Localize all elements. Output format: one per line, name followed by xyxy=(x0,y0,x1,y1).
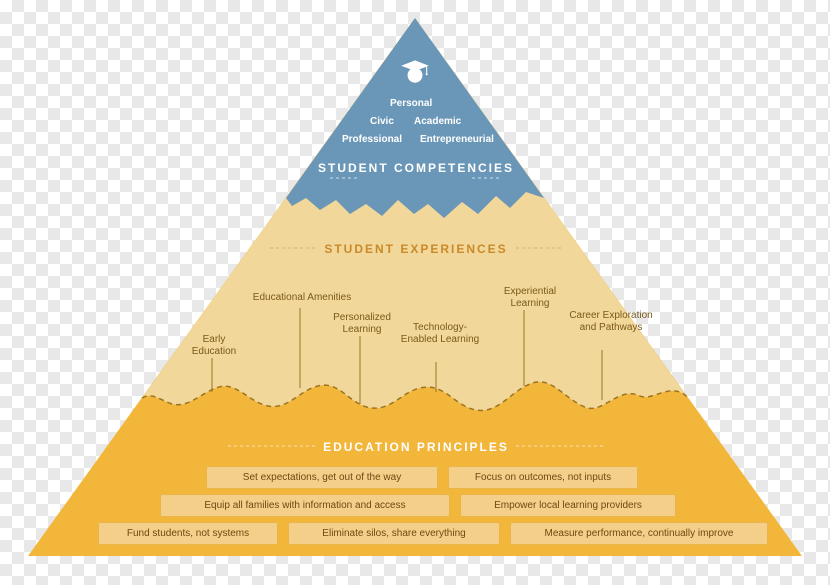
competency-personal: Personal xyxy=(390,98,432,109)
exp-educational-amenities: Educational Amenities xyxy=(252,292,352,304)
principle-text: Equip all families with information and … xyxy=(204,500,405,511)
exp-label-text: Experiential Learning xyxy=(504,286,556,309)
competency-professional: Professional xyxy=(342,134,402,145)
exp-technology-enabled: Technology-Enabled Learning xyxy=(400,322,480,346)
exp-early-education: Early Education xyxy=(184,334,244,358)
exp-label-text: Early Education xyxy=(192,334,236,357)
exp-career-exploration: Career Exploration and Pathways xyxy=(566,310,656,334)
competency-entrepreneurial: Entrepreneurial xyxy=(420,134,494,145)
principle-box: Focus on outcomes, not inputs xyxy=(448,466,638,489)
exp-label-text: Career Exploration and Pathways xyxy=(569,310,652,333)
principles-title: EDUCATION PRINCIPLES xyxy=(316,440,516,454)
pyramid-diagram: Personal Civic Academic Professional Ent… xyxy=(0,0,830,585)
principle-text: Measure performance, continually improve xyxy=(545,528,734,539)
graduation-cap-icon xyxy=(398,54,432,88)
principle-box: Fund students, not systems xyxy=(98,522,278,545)
competencies-title: STUDENT COMPETENCIES xyxy=(316,162,516,176)
exp-label-text: Technology-Enabled Learning xyxy=(401,322,479,345)
principle-text: Set expectations, get out of the way xyxy=(243,472,401,483)
experiences-title: STUDENT EXPERIENCES xyxy=(316,242,516,256)
principle-box: Measure performance, continually improve xyxy=(510,522,768,545)
competency-civic: Civic xyxy=(370,116,394,127)
principle-box: Empower local learning providers xyxy=(460,494,676,517)
principle-box: Eliminate silos, share everything xyxy=(288,522,500,545)
exp-label-text: Educational Amenities xyxy=(253,292,351,303)
principle-box: Equip all families with information and … xyxy=(160,494,450,517)
principle-box: Set expectations, get out of the way xyxy=(206,466,438,489)
principle-text: Empower local learning providers xyxy=(494,500,642,511)
competency-academic: Academic xyxy=(414,116,461,127)
principle-text: Eliminate silos, share everything xyxy=(322,528,465,539)
exp-personalized-learning: Personalized Learning xyxy=(322,312,402,336)
exp-experiential-learning: Experiential Learning xyxy=(490,286,570,310)
exp-label-text: Personalized Learning xyxy=(333,312,391,335)
principle-text: Focus on outcomes, not inputs xyxy=(475,472,611,483)
principle-text: Fund students, not systems xyxy=(127,528,249,539)
